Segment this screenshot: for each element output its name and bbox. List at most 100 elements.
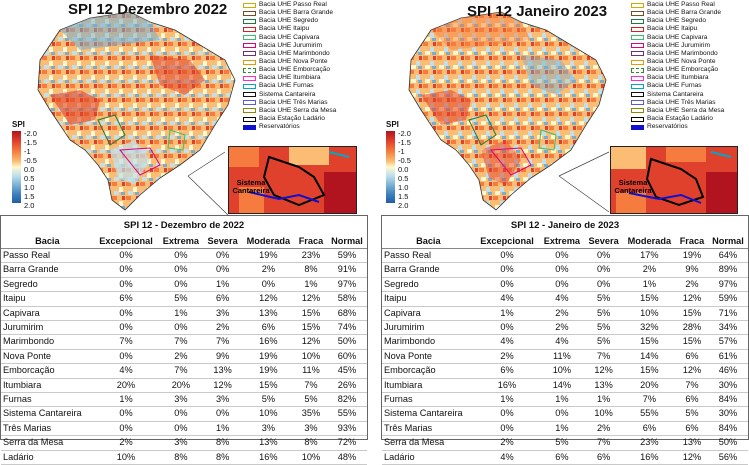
percentage-cell: 45% xyxy=(337,365,357,376)
map-title: SPI 12 Dezembro 2022 xyxy=(68,1,228,18)
legend-swatch xyxy=(631,2,644,8)
table-body: Passo Real 0% 0% 0% 17% 19% 64% Barra Grande 0% 0… xyxy=(382,249,748,465)
percentage-cell: 7% xyxy=(642,394,656,405)
percentage-cell: 7% xyxy=(174,336,188,347)
percentage-cell: 26% xyxy=(337,379,357,390)
basin-name-cell: Sistema Cantareira xyxy=(384,408,463,419)
legend-label: Bacia UHE Nova Ponte xyxy=(259,57,328,65)
percentage-cell: 0% xyxy=(119,264,133,275)
table-row: Nova Ponte 2% 11% 7% 14% 6% 61% xyxy=(382,349,748,364)
legend-label: Bacia UHE Passo Real xyxy=(259,1,327,8)
percentage-cell: 48% xyxy=(337,451,357,462)
spi-map-dezembro xyxy=(37,11,236,215)
legend-item: Bacia UHE Segredo xyxy=(631,17,724,25)
legend-swatch xyxy=(631,83,644,89)
legend-swatch xyxy=(631,124,644,130)
basin-name-cell: Sistema Cantareira xyxy=(3,408,82,419)
legend-rows: Bacia UHE Passo Real Bacia UHE Barra Gran… xyxy=(243,1,336,131)
percentage-cell: 2% xyxy=(119,437,133,448)
percentage-cell: 10% xyxy=(594,408,613,419)
colorbar-tick: -0.5 xyxy=(398,156,411,165)
percentage-cell: 3% xyxy=(174,394,188,405)
column-header: Extrema xyxy=(539,234,585,249)
percentage-cell: 14% xyxy=(640,350,659,361)
table-title: SPI 12 - Janeiro de 2023 xyxy=(510,220,620,231)
percentage-cell: 16% xyxy=(259,336,278,347)
percentage-cell: 13% xyxy=(594,379,613,390)
legend-swatch xyxy=(243,83,256,89)
percentage-cell: 20% xyxy=(640,379,659,390)
legend-swatch xyxy=(631,67,644,73)
legend-label: Bacia UHE Marimbondo xyxy=(259,49,330,57)
basin-name-cell: Nova Ponte xyxy=(3,350,52,361)
legend-label: Bacia UHE Furnas xyxy=(647,82,702,90)
legend-label: Reservatórios xyxy=(259,123,300,131)
percentage-cell: 8% xyxy=(215,451,230,462)
percentage-cell: 13% xyxy=(259,437,278,448)
percentage-cell: 5% xyxy=(685,408,699,419)
legend-swatch xyxy=(631,26,644,32)
legend-swatch xyxy=(243,108,256,114)
legend-swatch xyxy=(631,75,644,81)
percentage-cell: 15% xyxy=(301,307,321,318)
cantareira-inset: Sistema Cantareira xyxy=(610,146,738,214)
percentage-cell: 74% xyxy=(337,322,357,333)
legend-item: Bacia UHE Jurumirim xyxy=(631,42,724,50)
percentage-cell: 5% xyxy=(596,307,611,318)
percentage-cell: 15% xyxy=(682,336,702,347)
table-row: Sistema Cantareira 0% 0% 10% 55% 5% 30% xyxy=(382,407,748,422)
percentage-cell: 7% xyxy=(685,379,699,390)
basin-name-cell: Capivara xyxy=(384,307,421,318)
percentage-cell: 0% xyxy=(261,278,275,289)
legend-swatch xyxy=(631,35,644,41)
table-row: Marimbondo 7% 7% 7% 16% 12% 50% xyxy=(1,335,367,350)
colorbar-tick: -1 xyxy=(398,147,405,156)
legend-label: Bacia UHE Três Marias xyxy=(647,98,716,106)
legend-swatch xyxy=(243,59,256,65)
table-row: Três Marias 0% 1% 2% 6% 6% 84% xyxy=(382,421,748,436)
percentage-cell: 0% xyxy=(500,322,514,333)
colorbar-tick: -1 xyxy=(24,147,31,156)
colorbar-title: SPI xyxy=(386,120,399,129)
table-row: Furnas 1% 3% 3% 5% 5% 82% xyxy=(1,393,367,407)
percentage-cell: 97% xyxy=(718,278,738,289)
colorbar-tick: -1.5 xyxy=(24,138,37,147)
percentage-cell: 5% xyxy=(261,394,275,405)
percentage-cell: 5% xyxy=(304,394,318,405)
table-row: Ladário 10% 8% 8% 16% 10% 48% xyxy=(1,450,367,465)
percentage-cell: 10% xyxy=(301,350,321,361)
percentage-cell: 16% xyxy=(259,451,278,462)
legend-label: Bacia UHE Barra Grande xyxy=(647,9,722,17)
percentage-cell: 2% xyxy=(555,307,569,318)
percentage-cell: 0% xyxy=(555,250,569,260)
percentage-cell: 0% xyxy=(119,322,133,333)
percentage-cell: 71% xyxy=(718,307,738,318)
percentage-cell: 2% xyxy=(685,278,699,289)
legend-label: Bacia UHE Emborcação xyxy=(259,66,331,74)
legend-label: Bacia UHE Serra da Mesa xyxy=(647,106,725,114)
percentage-cell: 0% xyxy=(174,278,188,289)
column-header: Normal xyxy=(707,234,748,249)
percentage-cell: 1% xyxy=(215,278,230,289)
percentage-cell: 84% xyxy=(718,422,738,433)
percentage-cell: 6% xyxy=(555,451,569,462)
table-row: Itaipu 6% 5% 6% 12% 12% 58% xyxy=(1,292,367,307)
colorbar-tick: 0.0 xyxy=(398,165,409,174)
percentage-cell: 8% xyxy=(304,437,318,448)
basin-name-cell: Três Marias xyxy=(384,422,433,433)
table-header-row: Bacia Excepcional Extrema Severa Moderada Fra… xyxy=(382,234,748,249)
percentage-cell: 35% xyxy=(301,408,321,419)
percentage-cell: 1% xyxy=(555,422,569,433)
legend-label: Bacia UHE Segredo xyxy=(647,17,707,25)
basin-name-cell: Jurumirim xyxy=(384,322,425,333)
percentage-cell: 1% xyxy=(215,422,230,433)
column-header: Moderada xyxy=(241,234,295,249)
legend-item: Bacia UHE Furnas xyxy=(243,82,336,90)
table-row: Emborcação 6% 10% 12% 15% 12% 46% xyxy=(382,364,748,379)
colorbar xyxy=(386,131,395,203)
percentage-cell: 1% xyxy=(174,307,188,318)
basin-name-cell: Serra da Mesa xyxy=(3,437,64,448)
table-row: Três Marias 0% 0% 1% 3% 3% 93% xyxy=(1,421,367,436)
legend-item: Bacia UHE Furnas xyxy=(631,82,724,90)
percentage-cell: 7% xyxy=(596,350,611,361)
